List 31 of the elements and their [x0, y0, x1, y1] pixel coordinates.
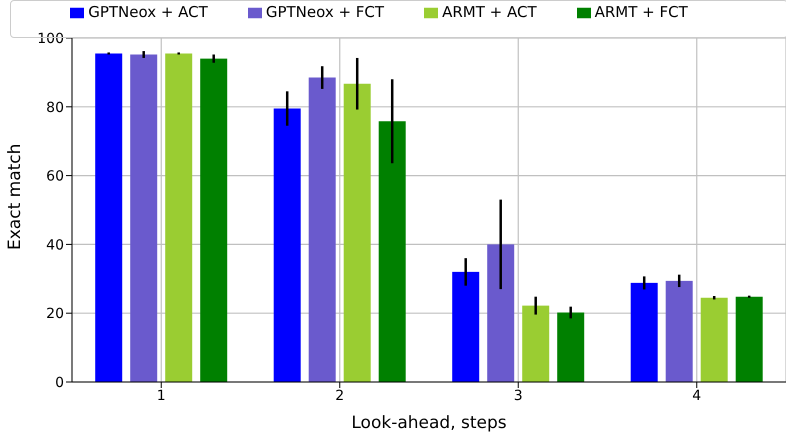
bar [200, 58, 228, 382]
y-tick-label: 80 [46, 100, 64, 116]
y-tick-label: 60 [46, 168, 64, 185]
bar [308, 78, 336, 382]
bar [452, 272, 480, 382]
y-tick-label: 40 [46, 237, 64, 254]
x-tick-label: 3 [514, 388, 523, 404]
bar [700, 298, 728, 382]
x-tick-label: 4 [692, 388, 702, 404]
bar [630, 282, 658, 382]
y-tick-label: 0 [55, 374, 64, 391]
bar [522, 306, 550, 382]
legend-label: GPTNeox + ACT [88, 3, 208, 21]
bar [487, 244, 514, 382]
bar [344, 84, 371, 382]
legend-label: GPTNeox + FCT [266, 3, 384, 21]
bar [557, 312, 584, 382]
x-axis-title: Look-ahead, steps [351, 413, 507, 433]
y-tick-label: 20 [46, 306, 64, 322]
bar [736, 296, 763, 382]
bar [274, 108, 301, 382]
y-axis-title: Exact match [5, 144, 26, 250]
bar [666, 280, 693, 382]
bar [95, 53, 122, 382]
bar [165, 53, 192, 382]
bar [378, 121, 406, 382]
legend-label: ARMT + ACT [442, 3, 537, 21]
legend-label: ARMT + FCT [594, 3, 688, 21]
x-tick-label: 2 [335, 388, 344, 404]
bar [130, 54, 158, 382]
x-tick-label: 1 [156, 388, 166, 404]
